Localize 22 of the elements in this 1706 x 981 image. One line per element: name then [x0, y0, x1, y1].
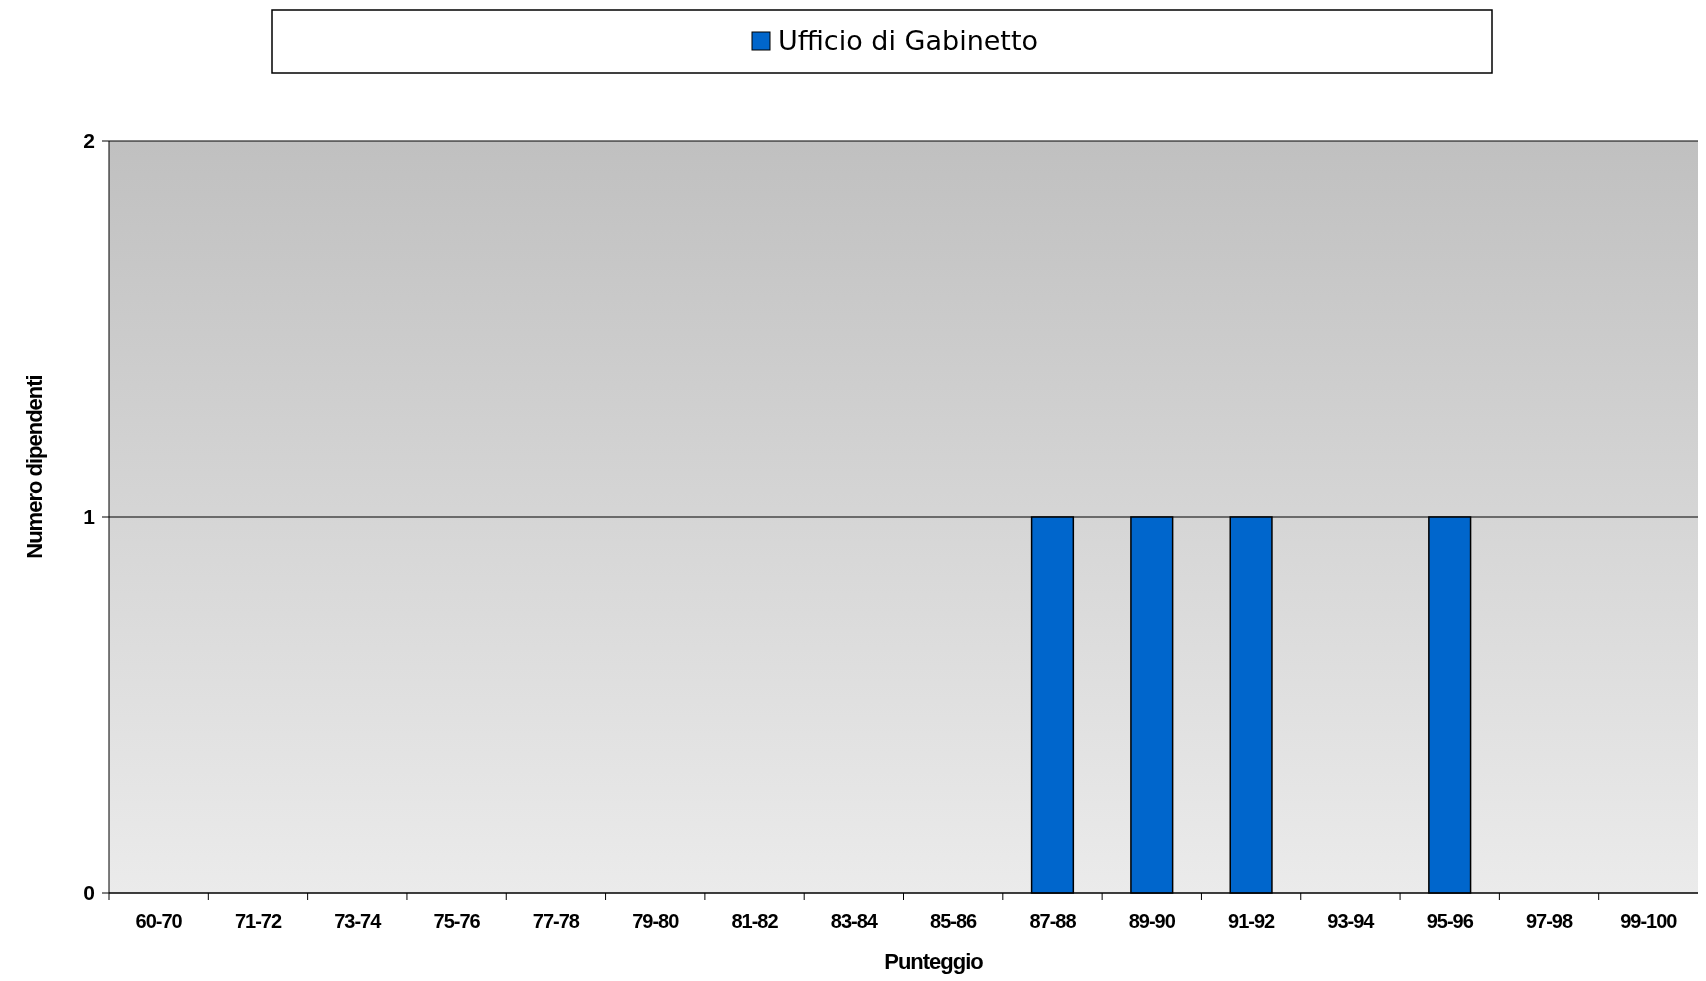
x-tick-label: 83-84	[830, 910, 879, 932]
y-tick-label: 0	[83, 881, 95, 905]
x-tick-label: 77-78	[532, 910, 580, 932]
x-tick-label: 89-90	[1128, 910, 1176, 932]
x-tick-label: 81-82	[731, 910, 779, 932]
x-tick-label: 95-96	[1426, 910, 1474, 932]
x-axis-title: Punteggio	[884, 949, 984, 974]
x-tick-label: 91-92	[1228, 910, 1276, 932]
x-tick-label: 60-70	[135, 910, 183, 932]
x-tick-label: 99-100	[1620, 910, 1678, 932]
x-tick-label: 87-88	[1029, 910, 1077, 932]
x-tick-label: 97-98	[1525, 910, 1573, 932]
y-tick-label: 1	[83, 505, 96, 529]
x-tick-label: 75-76	[433, 910, 481, 932]
legend-label: Ufficio di Gabinetto	[778, 25, 1039, 57]
x-tick-label: 85-86	[930, 910, 978, 932]
x-tick-label: 71-72	[234, 910, 282, 932]
y-tick-label: 2	[83, 129, 95, 153]
x-tick-label: 79-80	[632, 910, 680, 932]
x-tick-label: 73-74	[334, 910, 383, 932]
x-tick-label: 93-94	[1327, 910, 1376, 932]
y-axis-title: Numero dipendenti	[22, 375, 47, 559]
